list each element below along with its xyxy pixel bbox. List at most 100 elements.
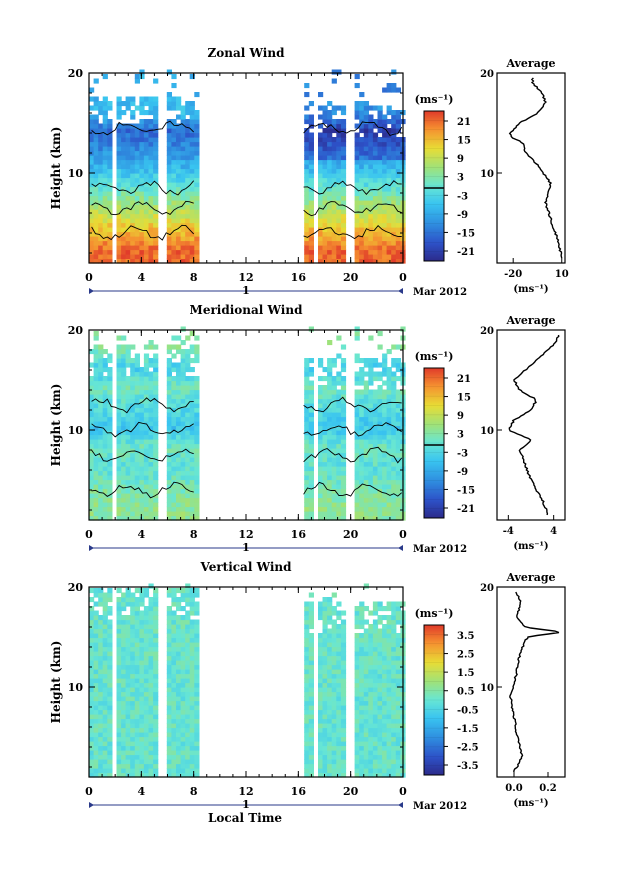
heatmap-cell: [102, 759, 108, 765]
heatmap-cell: [107, 164, 113, 170]
heatmap-cell: [139, 69, 145, 75]
heatmap-cell: [304, 389, 310, 395]
heatmap-cell: [176, 709, 182, 715]
heatmap-cell: [89, 709, 95, 715]
heatmap-cell: [331, 682, 337, 688]
heatmap-cell: [322, 642, 328, 648]
heatmap-cell: [386, 714, 392, 720]
heatmap-cell: [194, 741, 200, 747]
heatmap-cell: [116, 159, 122, 165]
heatmap-cell: [107, 588, 113, 594]
heatmap-cell: [372, 240, 379, 246]
heatmap-cell: [354, 421, 360, 427]
heatmap-cell: [359, 732, 365, 738]
heatmap-cell: [121, 754, 127, 760]
heatmap-cell: [102, 110, 108, 116]
heatmap-cell: [98, 141, 104, 147]
heatmap-cell: [194, 128, 200, 134]
heatmap-cell: [308, 615, 314, 621]
heatmap-cell: [130, 754, 136, 760]
heatmap-cell: [386, 398, 392, 404]
heatmap-cell: [336, 502, 342, 508]
heatmap-cell: [98, 709, 104, 715]
heatmap-cell: [322, 177, 328, 183]
heatmap-cell: [98, 718, 104, 724]
heatmap-cell: [185, 173, 191, 179]
heatmap-cell: [372, 119, 379, 125]
heatmap-cell: [102, 367, 108, 373]
heatmap-cell: [134, 700, 140, 706]
heatmap-cell: [194, 240, 200, 246]
heatmap-cell: [176, 682, 182, 688]
heatmap-cell: [377, 159, 383, 165]
heatmap-cell: [372, 696, 379, 702]
heatmap-cell: [121, 606, 127, 612]
heatmap-cell: [304, 669, 310, 675]
heatmap-cell: [363, 254, 369, 260]
heatmap-cell: [194, 358, 200, 364]
heatmap-cell: [125, 416, 131, 422]
heatmap-cell: [180, 159, 186, 165]
y-axis-label: Height (km): [49, 127, 63, 210]
heatmap-cell: [391, 443, 397, 449]
heatmap-cell: [139, 691, 145, 697]
heatmap-cell: [166, 750, 172, 756]
heatmap-cell: [166, 696, 172, 702]
heatmap-cell: [107, 101, 113, 107]
heatmap-cell: [153, 506, 159, 512]
heatmap-cell: [148, 439, 154, 445]
heatmap-cell: [363, 637, 369, 643]
heatmap-cell: [391, 723, 397, 729]
heatmap-cell: [189, 416, 195, 422]
heatmap-cell: [121, 385, 127, 391]
heatmap-cell: [180, 132, 186, 138]
heatmap-cell: [395, 249, 401, 255]
heatmap-cell: [153, 376, 159, 382]
heatmap-cell: [125, 358, 131, 364]
heatmap-cell: [372, 763, 379, 769]
heatmap-cell: [331, 141, 337, 147]
heatmap-cell: [189, 407, 195, 413]
heatmap-cell: [354, 466, 360, 472]
heatmap-cell: [189, 682, 195, 688]
heatmap-cell: [372, 660, 379, 666]
heatmap-cell: [336, 416, 342, 422]
heatmap-cell: [368, 146, 374, 152]
heatmap-cell: [331, 700, 337, 706]
heatmap-cell: [372, 687, 379, 693]
heatmap-cell: [382, 669, 388, 675]
heatmap-cell: [331, 249, 337, 255]
heatmap-cell: [391, 231, 397, 237]
heatmap-cell: [308, 511, 314, 517]
heatmap-cell: [130, 768, 136, 774]
heatmap-cell: [139, 673, 145, 679]
heatmap-cell: [336, 173, 342, 179]
heatmap-cell: [180, 326, 186, 332]
heatmap-cell: [171, 74, 177, 80]
heatmap-cell: [331, 768, 337, 774]
heatmap-cell: [185, 353, 191, 359]
heatmap-cell: [93, 727, 99, 733]
heatmap-cell: [340, 673, 347, 679]
heatmap-cell: [395, 687, 401, 693]
heatmap-cell: [134, 457, 140, 463]
heatmap-cell: [130, 642, 136, 648]
heatmap-cell: [318, 502, 324, 508]
date-arrow-left: [89, 545, 94, 551]
heatmap-cell: [176, 245, 182, 251]
heatmap-cell: [93, 669, 99, 675]
heatmap-cell: [171, 146, 177, 152]
heatmap-cell: [121, 362, 127, 368]
heatmap-cell: [185, 389, 191, 395]
heatmap-cell: [322, 628, 328, 634]
heatmap-cell: [143, 727, 150, 733]
heatmap-cell: [368, 227, 374, 233]
heatmap-cell: [121, 723, 127, 729]
heatmap-cell: [89, 732, 95, 738]
heatmap-cell: [180, 394, 186, 400]
heatmap-cell: [134, 768, 140, 774]
heatmap-cell: [143, 606, 150, 612]
heatmap-cell: [372, 105, 379, 111]
heatmap-cell: [391, 646, 397, 652]
heatmap-cell: [121, 592, 127, 598]
